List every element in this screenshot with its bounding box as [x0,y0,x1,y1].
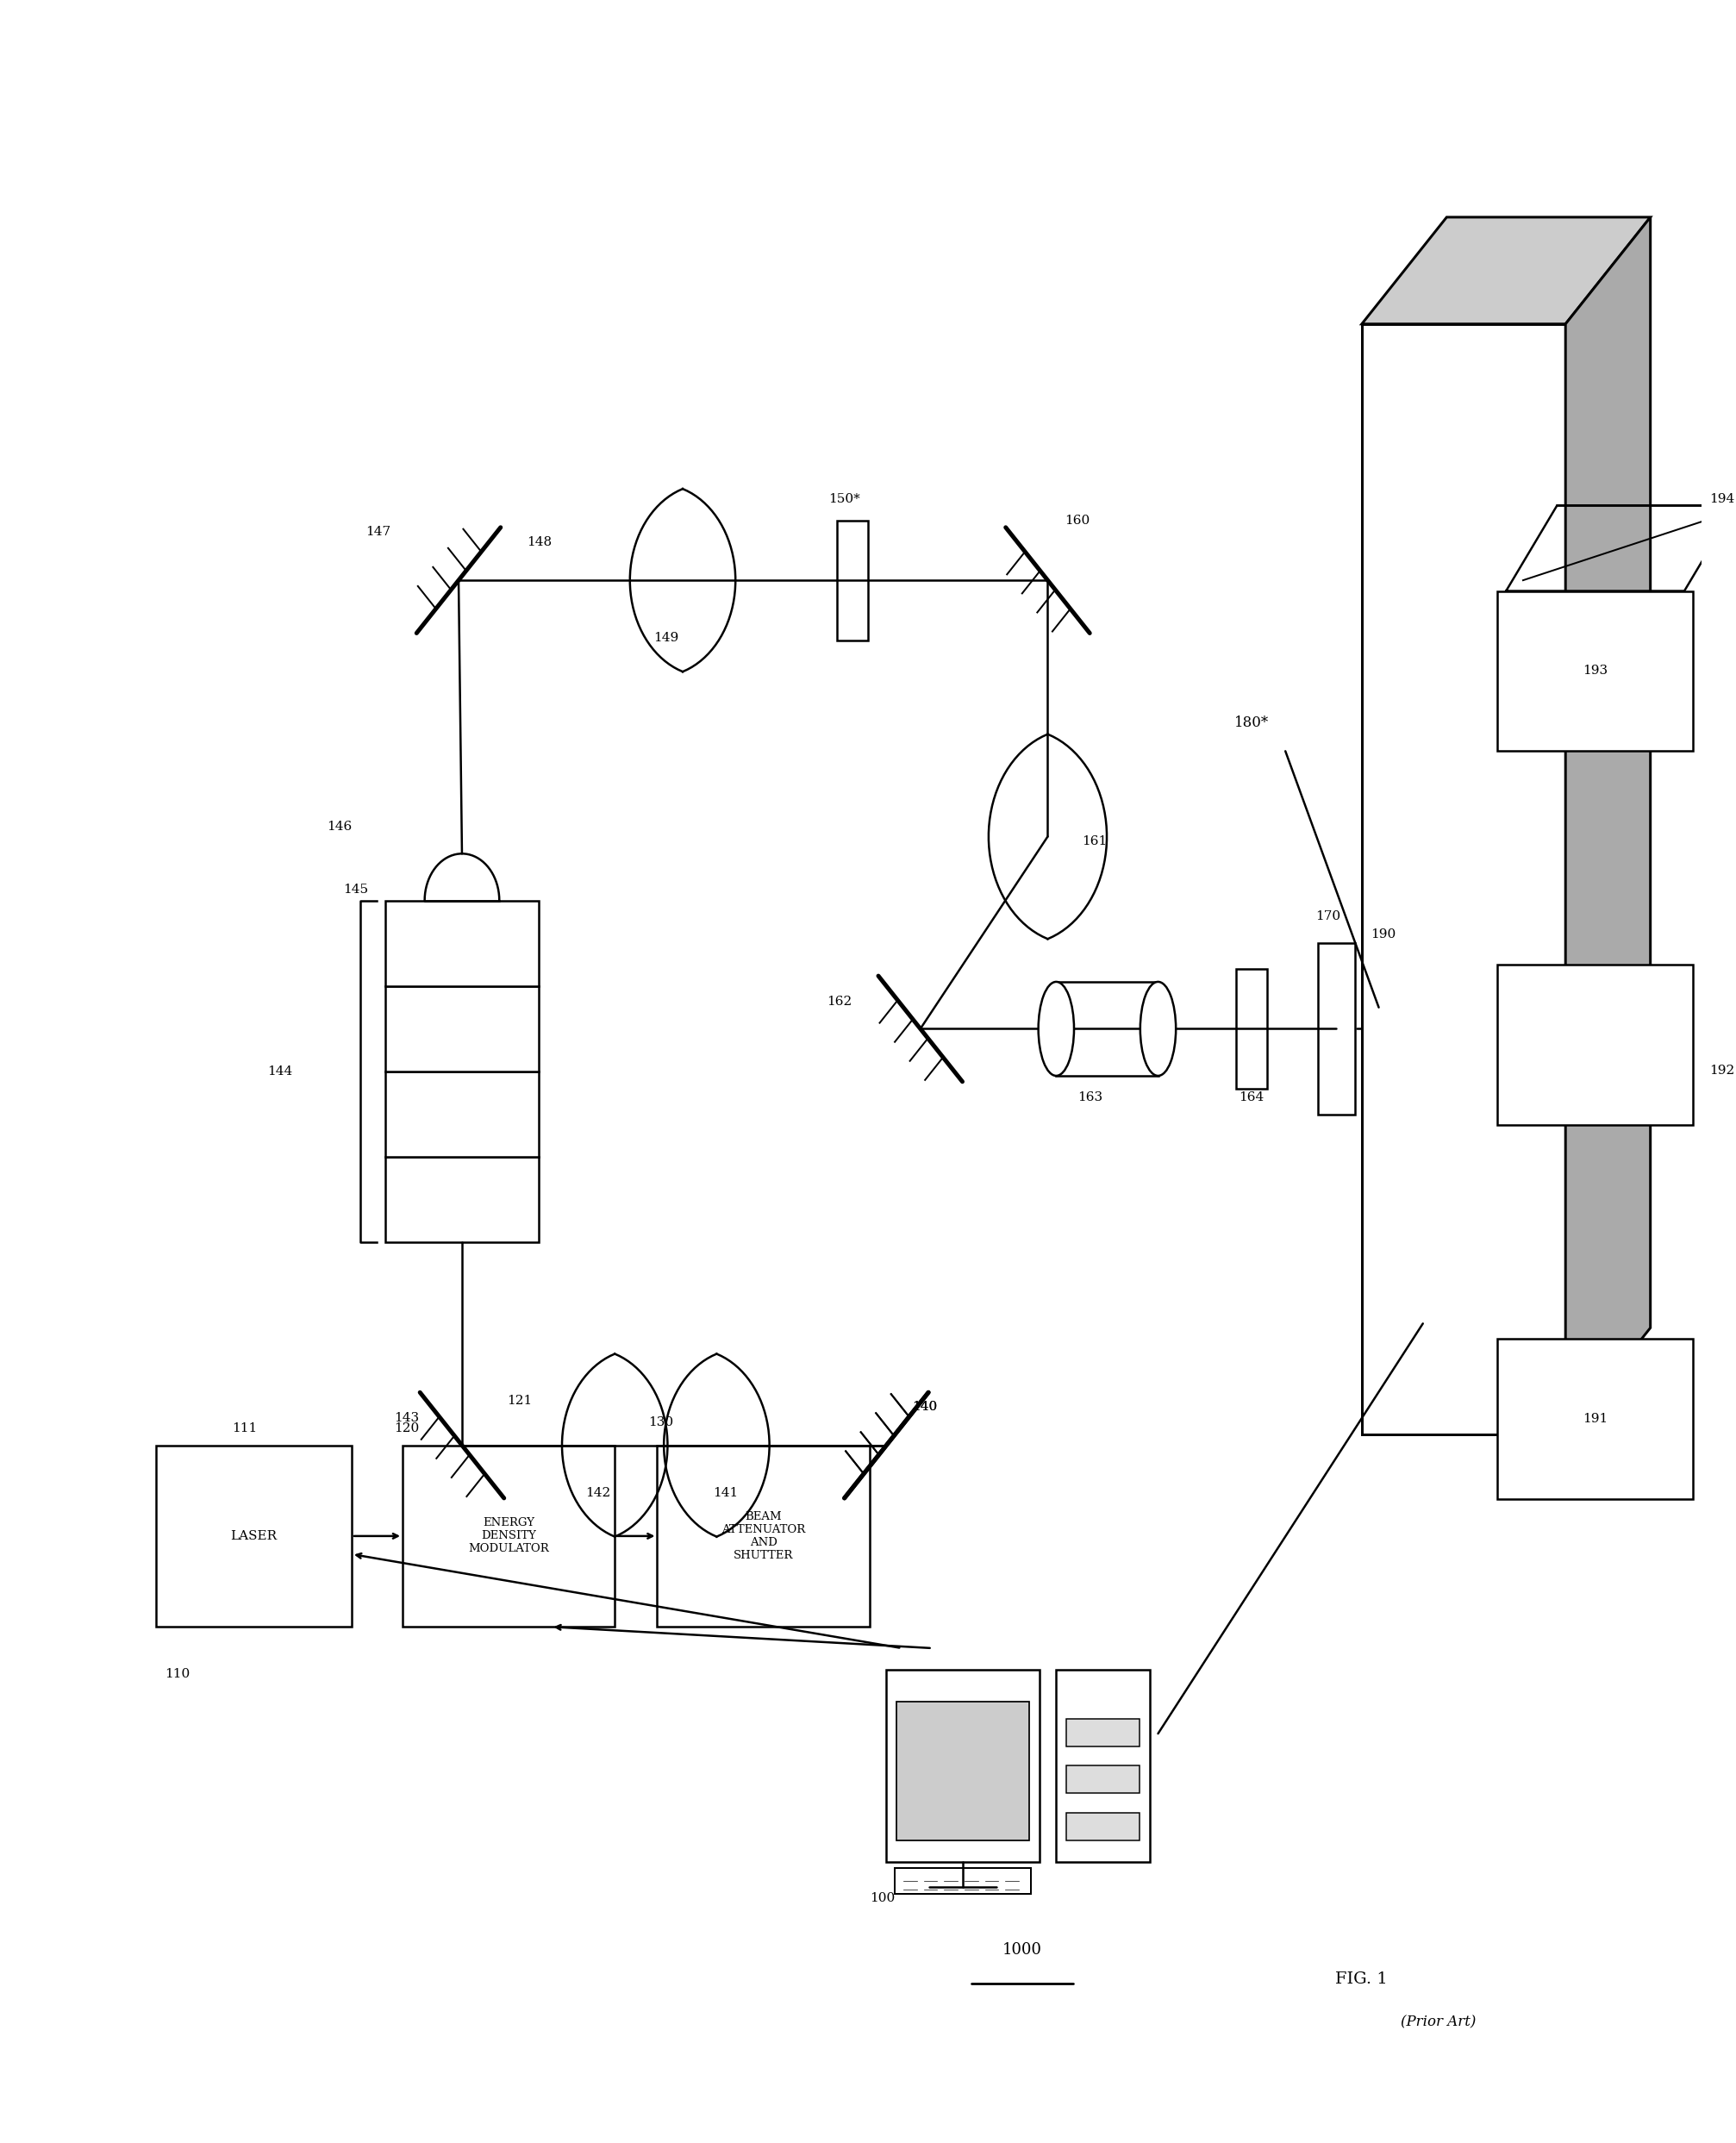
Text: 140: 140 [911,1402,937,1412]
Text: (Prior Art): (Prior Art) [1399,2014,1476,2029]
Text: 130: 130 [649,1417,674,1427]
Bar [656,1444,870,1627]
Ellipse shape [1038,981,1073,1076]
Text: 1000: 1000 [1002,1942,1042,1959]
Text: 191: 191 [1581,1412,1608,1425]
Bar [403,1444,615,1627]
Text: 170: 170 [1314,911,1340,921]
Text: LASER: LASER [231,1530,278,1543]
Bar [1066,1766,1139,1794]
Text: 146: 146 [326,821,351,831]
Bar [1496,591,1693,752]
Bar [385,1072,538,1157]
Text: 180*: 180* [1234,716,1269,731]
Text: 141: 141 [712,1487,738,1498]
Ellipse shape [1139,981,1175,1076]
Text: 144: 144 [267,1065,292,1078]
Text: 149: 149 [653,632,679,645]
Bar [385,986,538,1072]
Bar [1496,1339,1693,1498]
Text: 140: 140 [911,1402,937,1412]
Text: 162: 162 [826,994,852,1007]
Bar [885,1669,1038,1862]
Text: BEAM
ATTENUATOR
AND
SHUTTER: BEAM ATTENUATOR AND SHUTTER [720,1511,806,1560]
Text: 190: 190 [1370,928,1394,941]
Text: 148: 148 [526,536,552,549]
Text: 193: 193 [1581,664,1608,677]
Bar [385,1157,538,1243]
Text: 120: 120 [394,1423,418,1434]
Text: 100: 100 [870,1892,894,1905]
Bar [896,1702,1028,1841]
Bar [1496,964,1693,1125]
Bar [1055,981,1158,1076]
Bar [837,521,868,641]
Text: 150*: 150* [828,493,859,506]
Polygon shape [1564,216,1649,1434]
Text: ENERGY
DENSITY
MODULATOR: ENERGY DENSITY MODULATOR [469,1517,549,1554]
Bar [1066,1719,1139,1747]
Text: 111: 111 [231,1423,257,1434]
Text: 164: 164 [1238,1091,1264,1104]
Text: 145: 145 [344,883,368,896]
Bar [156,1444,351,1627]
Text: 143: 143 [394,1412,418,1423]
Text: 163: 163 [1076,1091,1102,1104]
Text: 147: 147 [365,525,391,538]
Text: 161: 161 [1082,836,1106,846]
Bar [1236,969,1266,1089]
Polygon shape [1361,216,1649,324]
Text: 142: 142 [585,1487,609,1498]
Bar [385,900,538,986]
Text: 121: 121 [507,1395,531,1406]
Text: 110: 110 [165,1667,189,1680]
Bar [1066,1813,1139,1841]
Text: 192: 192 [1708,1065,1734,1076]
Text: 194: 194 [1708,493,1734,506]
Bar [1361,324,1564,1434]
Text: 160: 160 [1064,514,1090,527]
Bar [1055,1669,1149,1862]
Bar [894,1869,1029,1894]
Text: FIG. 1: FIG. 1 [1335,1972,1387,1987]
Bar [1318,943,1354,1114]
